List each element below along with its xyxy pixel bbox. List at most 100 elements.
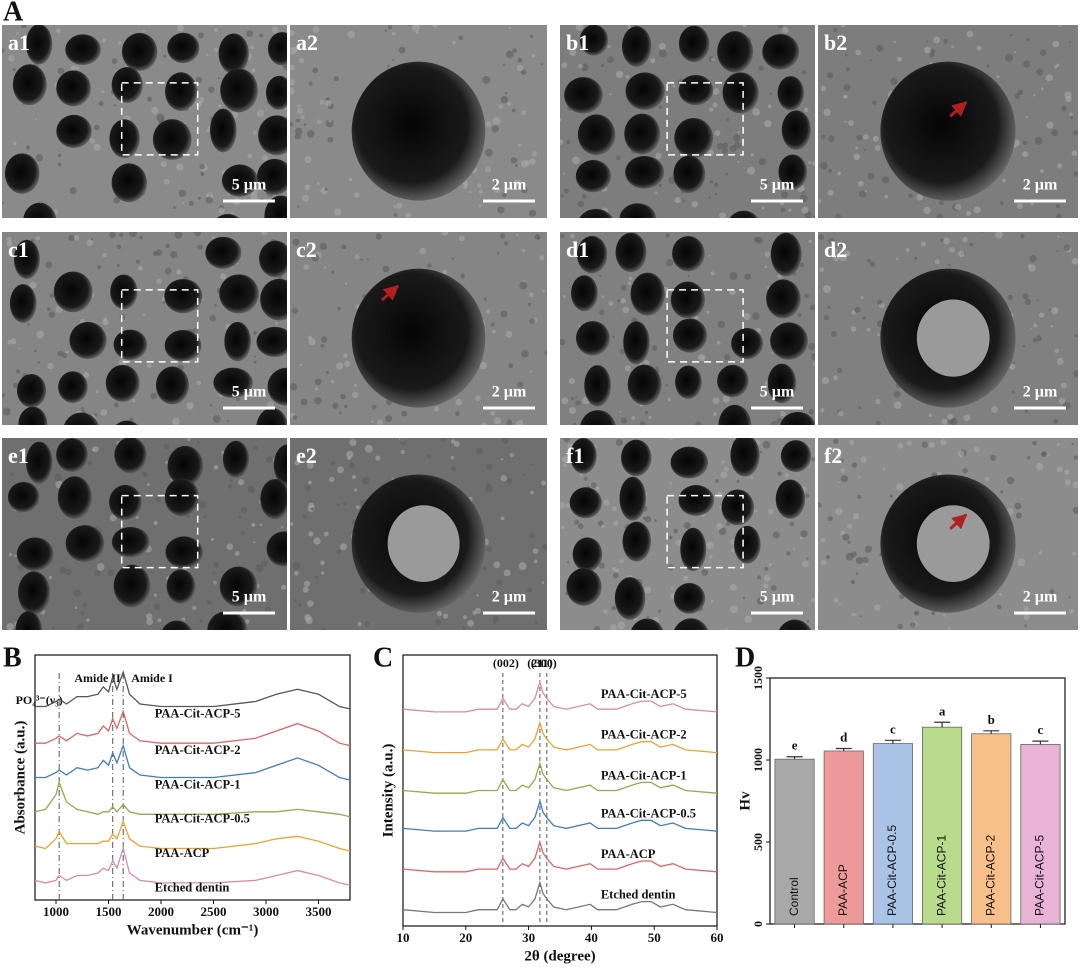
texture (500, 458, 504, 461)
texture (262, 154, 269, 161)
texture (200, 172, 205, 176)
texture (850, 579, 856, 585)
texture (307, 335, 313, 340)
texture (493, 561, 501, 569)
texture (568, 407, 576, 414)
texture (572, 422, 577, 425)
texture (1036, 335, 1042, 342)
texture (784, 473, 789, 478)
tubule (678, 25, 710, 63)
texture (617, 298, 621, 303)
texture (1030, 202, 1034, 206)
texture (348, 462, 355, 469)
texture (924, 46, 931, 54)
texture (218, 104, 222, 108)
texture (763, 180, 769, 185)
sem-image (560, 232, 815, 425)
texture (163, 178, 170, 185)
texture (408, 25, 412, 27)
texture (858, 475, 861, 479)
texture (622, 306, 630, 314)
texture (528, 209, 537, 217)
texture (561, 62, 568, 69)
sem-image (290, 438, 547, 630)
texture (146, 363, 152, 368)
tubule (9, 284, 37, 323)
texture (893, 401, 902, 410)
texture (261, 232, 268, 236)
texture (802, 560, 809, 568)
texture (569, 48, 577, 57)
texture (609, 93, 612, 96)
texture (644, 515, 652, 523)
panel-label: d2 (824, 237, 847, 262)
texture (706, 541, 714, 550)
texture (371, 404, 377, 410)
texture (881, 176, 890, 184)
texture (80, 611, 85, 616)
tubule (110, 274, 138, 310)
texture (714, 192, 718, 196)
texture (914, 256, 918, 260)
texture (1020, 233, 1025, 239)
texture (336, 362, 344, 370)
tubule (7, 481, 40, 513)
texture (752, 312, 760, 320)
texture (1060, 382, 1067, 389)
texture (665, 233, 670, 238)
texture (943, 237, 950, 245)
texture (561, 456, 569, 464)
texture (101, 89, 105, 94)
texture (742, 25, 747, 28)
texture (320, 336, 328, 343)
texture (612, 520, 619, 527)
texture (258, 33, 264, 38)
texture (570, 233, 575, 239)
texture (744, 273, 751, 280)
tubule (621, 26, 652, 67)
texture (220, 273, 227, 280)
texture (2, 200, 4, 205)
texture (827, 516, 833, 522)
texture (308, 531, 314, 537)
texture (1064, 469, 1070, 475)
tubule (109, 119, 140, 159)
tubule (584, 365, 611, 407)
texture (893, 390, 901, 398)
tubule (162, 620, 192, 630)
texture (828, 237, 835, 245)
texture (708, 196, 712, 199)
texture (826, 72, 834, 79)
scale-bar-label: 5 µm (760, 589, 795, 606)
y-tick-label: 1500 (751, 666, 765, 690)
texture (714, 130, 721, 136)
texture (96, 563, 105, 571)
texture (48, 575, 53, 580)
tubule (167, 32, 200, 64)
panel-letter: D (735, 642, 755, 673)
texture (876, 44, 884, 52)
tubule (13, 239, 40, 279)
texture (797, 312, 802, 317)
texture (328, 119, 332, 123)
texture (863, 149, 866, 152)
texture (500, 516, 505, 521)
texture (52, 626, 55, 630)
texture (990, 454, 997, 461)
texture (303, 264, 309, 270)
texture (996, 75, 1000, 79)
y-axis-label: Intensity (a.u.) (380, 744, 396, 838)
texture (493, 417, 501, 425)
series-label: Etched dentin (601, 888, 676, 902)
texture (928, 441, 935, 448)
category-label: PAA-ACP (836, 864, 850, 916)
texture (83, 372, 90, 379)
texture (865, 563, 869, 566)
texture (612, 506, 618, 512)
texture (838, 603, 841, 606)
tubule (579, 208, 613, 218)
panel-letter: A (3, 0, 24, 27)
texture (250, 45, 254, 50)
texture (717, 320, 726, 329)
texture (518, 562, 527, 571)
